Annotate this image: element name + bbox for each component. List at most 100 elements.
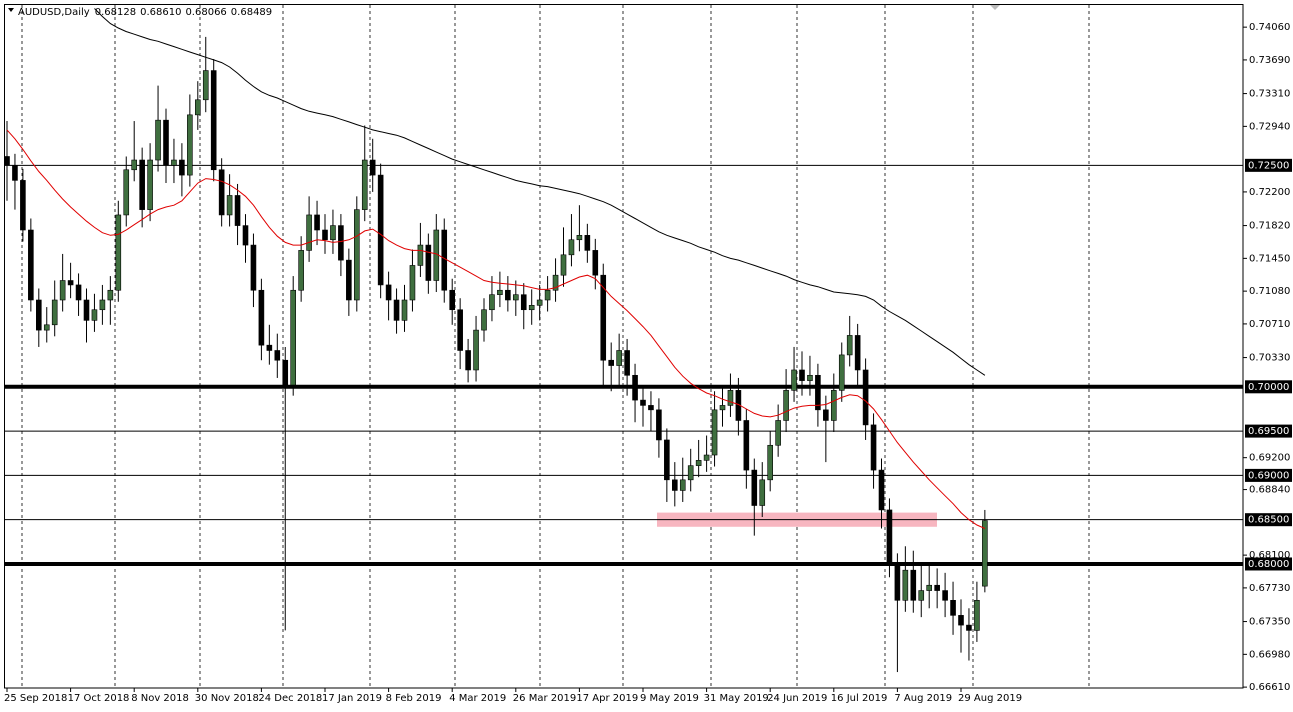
candle-body (115, 214, 122, 291)
header-open: 0.68128 (95, 7, 136, 18)
candle-body (75, 284, 82, 301)
level-label-box (1245, 513, 1292, 527)
candle-body (815, 374, 821, 411)
level-label-box (1245, 557, 1292, 571)
header-low: 0.68066 (185, 7, 226, 18)
candle-body (528, 305, 535, 311)
shift-marker (990, 5, 1000, 10)
candle-body (910, 569, 917, 601)
y-tick-label: 0.66980 (1249, 649, 1290, 660)
candle-body (727, 390, 734, 406)
candle-body (982, 520, 988, 587)
candle-body (298, 250, 304, 291)
candle-body (536, 299, 543, 306)
candle-body (322, 229, 328, 241)
x-tick-label: 16 Jul 2019 (831, 693, 888, 704)
candle-body (282, 359, 289, 386)
x-tick-label: 30 Nov 2018 (195, 693, 259, 704)
candle-body (330, 225, 336, 241)
candle-body (656, 409, 662, 441)
candle-body (401, 299, 408, 321)
candle-body (481, 309, 487, 331)
candle-body (107, 289, 114, 301)
candle-body (353, 209, 360, 301)
moving-average (6, 129, 986, 529)
x-tick-label: 17 Apr 2019 (576, 693, 638, 704)
x-tick-label: 4 Mar 2019 (449, 693, 506, 704)
candle-body (123, 169, 130, 216)
candle-body (258, 289, 265, 346)
candle-body (775, 420, 781, 446)
candle-body (155, 119, 161, 161)
candle-body (497, 289, 503, 295)
y-tick-label: 0.72940 (1249, 121, 1290, 132)
y-tick-label: 0.70330 (1249, 353, 1290, 364)
candle-body (195, 99, 201, 116)
candle-body (163, 119, 169, 166)
y-tick-label: 0.67350 (1249, 617, 1290, 628)
x-tick-label: 8 Nov 2018 (131, 693, 189, 704)
candle-body (934, 584, 940, 591)
candle-body (759, 479, 766, 506)
candle-body (512, 294, 519, 301)
x-tick-label: 9 May 2019 (640, 693, 699, 704)
candle-body (568, 239, 575, 256)
candle-body (171, 159, 177, 166)
level-label: 0.70000 (1248, 382, 1289, 393)
candle-body (632, 374, 638, 401)
candle-body (346, 259, 352, 301)
y-tick-label: 0.69200 (1249, 453, 1290, 464)
menu-arrow (8, 8, 14, 12)
candle-body (385, 284, 392, 301)
candle-body (823, 409, 829, 421)
y-tick-label: 0.71450 (1249, 253, 1290, 264)
level-label: 0.72500 (1248, 160, 1289, 171)
candle-body (242, 225, 249, 246)
candle-body (783, 390, 789, 421)
candle-body (751, 469, 758, 506)
candle-body (520, 294, 527, 311)
candle-body (886, 509, 893, 566)
candle-body (210, 70, 217, 171)
candle-body (4, 156, 10, 166)
y-tick-label: 0.68840 (1249, 485, 1290, 496)
candle-body (35, 299, 42, 331)
y-tick-label: 0.71820 (1249, 221, 1290, 232)
candle-body (457, 309, 463, 351)
candle-body (91, 309, 98, 321)
candle-body (226, 195, 233, 216)
chart-title: AUDUSD,Daily (18, 7, 90, 18)
y-tick-label: 0.72200 (1249, 187, 1290, 198)
candle-body (290, 289, 297, 386)
x-tick-label: 31 May 2019 (704, 693, 769, 704)
candle-body (393, 299, 400, 321)
candle-body (894, 564, 901, 601)
candle-body (202, 70, 209, 101)
y-tick-label: 0.67730 (1249, 583, 1290, 594)
candle-body (902, 569, 909, 601)
y-tick-label: 0.66610 (1249, 682, 1290, 693)
candle-body (473, 329, 479, 371)
candle-body (187, 114, 193, 176)
candle-body (20, 180, 26, 231)
candle-body (584, 235, 591, 251)
candle-body (369, 159, 376, 176)
candle-body (83, 299, 90, 321)
y-tick-label: 0.74060 (1249, 22, 1290, 33)
candle-body (465, 350, 471, 371)
level-label-box (1245, 158, 1292, 172)
candle-body (409, 265, 416, 301)
candle-body (147, 159, 153, 210)
level-label-box (1245, 424, 1292, 438)
level-label: 0.69000 (1248, 470, 1289, 481)
candle-body (616, 350, 622, 366)
candle-body (838, 354, 845, 391)
x-tick-label: 17 Oct 2018 (68, 693, 130, 704)
candle-body (234, 195, 241, 226)
candle-body (59, 280, 66, 301)
candle-body (671, 479, 678, 491)
candle-body (592, 250, 599, 276)
candle-body (361, 159, 368, 210)
